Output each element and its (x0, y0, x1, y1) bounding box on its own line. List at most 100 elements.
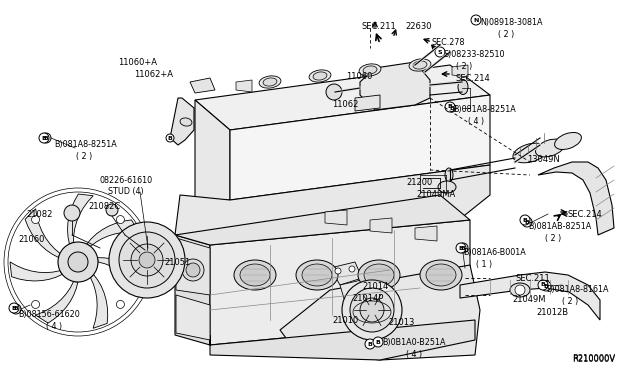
Ellipse shape (510, 283, 530, 297)
Text: 13049N: 13049N (527, 155, 560, 164)
Text: ( 2 ): ( 2 ) (456, 62, 472, 71)
Polygon shape (230, 95, 490, 200)
Circle shape (64, 205, 80, 221)
Circle shape (9, 303, 19, 313)
Text: B: B (449, 106, 454, 110)
Circle shape (515, 285, 525, 295)
Ellipse shape (364, 264, 394, 286)
Ellipse shape (240, 264, 270, 286)
Ellipse shape (359, 64, 381, 76)
Ellipse shape (513, 143, 547, 163)
Ellipse shape (296, 260, 338, 290)
Circle shape (31, 215, 40, 224)
Text: B)081AB-8251A: B)081AB-8251A (528, 222, 591, 231)
Ellipse shape (420, 260, 462, 290)
Ellipse shape (180, 118, 192, 126)
Text: B)081A8-8251A: B)081A8-8251A (54, 140, 116, 149)
Ellipse shape (409, 59, 431, 71)
Text: 21051: 21051 (164, 258, 190, 267)
Circle shape (541, 281, 551, 291)
Circle shape (350, 288, 394, 332)
Text: B: B (543, 283, 548, 289)
Polygon shape (280, 265, 480, 360)
Text: R210000V: R210000V (572, 355, 615, 364)
Ellipse shape (438, 181, 456, 193)
Circle shape (68, 252, 88, 272)
Ellipse shape (309, 70, 331, 82)
Text: 21014P: 21014P (352, 294, 383, 303)
Text: B: B (376, 340, 380, 344)
Ellipse shape (358, 260, 400, 290)
Circle shape (373, 337, 383, 347)
Ellipse shape (263, 78, 277, 86)
Text: 21049M: 21049M (512, 295, 545, 304)
Text: R210000V: R210000V (572, 354, 615, 363)
Polygon shape (355, 95, 380, 111)
Ellipse shape (302, 264, 332, 286)
Text: SEC.214: SEC.214 (567, 210, 602, 219)
Ellipse shape (426, 264, 456, 286)
Text: ( 1 ): ( 1 ) (476, 260, 492, 269)
Ellipse shape (413, 61, 427, 69)
Text: B: B (12, 305, 17, 311)
Circle shape (116, 301, 124, 308)
Circle shape (360, 298, 384, 322)
Ellipse shape (234, 260, 276, 290)
Polygon shape (36, 282, 78, 323)
Polygon shape (10, 262, 62, 281)
Circle shape (445, 102, 455, 112)
Circle shape (11, 304, 21, 314)
Circle shape (458, 243, 468, 253)
Text: ( 4 ): ( 4 ) (406, 350, 422, 359)
Circle shape (109, 222, 185, 298)
Text: 21049MA: 21049MA (416, 190, 455, 199)
Circle shape (326, 84, 342, 100)
Text: 11062: 11062 (332, 100, 358, 109)
Text: 21060: 21060 (18, 235, 44, 244)
Text: B)081A8-8251A: B)081A8-8251A (453, 105, 516, 114)
Text: S: S (438, 49, 442, 55)
Circle shape (365, 339, 375, 349)
Ellipse shape (445, 168, 453, 182)
Text: SEC.278: SEC.278 (432, 38, 465, 47)
Polygon shape (325, 210, 347, 225)
Text: S)08233-82510: S)08233-82510 (443, 50, 504, 59)
Polygon shape (175, 195, 470, 245)
Text: B: B (461, 246, 465, 250)
Circle shape (538, 280, 548, 290)
Text: STUD (4): STUD (4) (108, 187, 143, 196)
Circle shape (522, 217, 532, 227)
Circle shape (116, 215, 124, 224)
Ellipse shape (536, 139, 564, 157)
Text: SEC.211: SEC.211 (515, 274, 550, 283)
Text: B: B (44, 135, 49, 141)
Polygon shape (210, 220, 470, 345)
Text: ( 2 ): ( 2 ) (76, 152, 92, 161)
Polygon shape (170, 98, 194, 145)
Text: ( 2 ): ( 2 ) (562, 297, 579, 306)
Text: 08226-61610: 08226-61610 (100, 176, 153, 185)
Text: 21013: 21013 (388, 318, 414, 327)
Polygon shape (190, 78, 215, 93)
Circle shape (131, 244, 163, 276)
Text: 21200: 21200 (406, 178, 432, 187)
Circle shape (448, 104, 456, 112)
Text: 21012B: 21012B (536, 308, 568, 317)
Ellipse shape (182, 259, 204, 281)
Text: 21082: 21082 (26, 210, 52, 219)
Text: B)0B1A0-B251A: B)0B1A0-B251A (382, 338, 445, 347)
Polygon shape (97, 258, 144, 292)
Polygon shape (236, 80, 252, 92)
Text: ( 2 ): ( 2 ) (498, 30, 515, 39)
Circle shape (342, 280, 402, 340)
Polygon shape (176, 238, 210, 295)
Text: 21010: 21010 (332, 316, 358, 325)
Polygon shape (210, 320, 475, 360)
Circle shape (471, 15, 481, 25)
Circle shape (31, 301, 40, 308)
Polygon shape (538, 162, 614, 235)
Polygon shape (68, 194, 93, 244)
Text: 11060+A: 11060+A (118, 58, 157, 67)
Circle shape (166, 134, 174, 142)
Text: B: B (168, 135, 172, 141)
